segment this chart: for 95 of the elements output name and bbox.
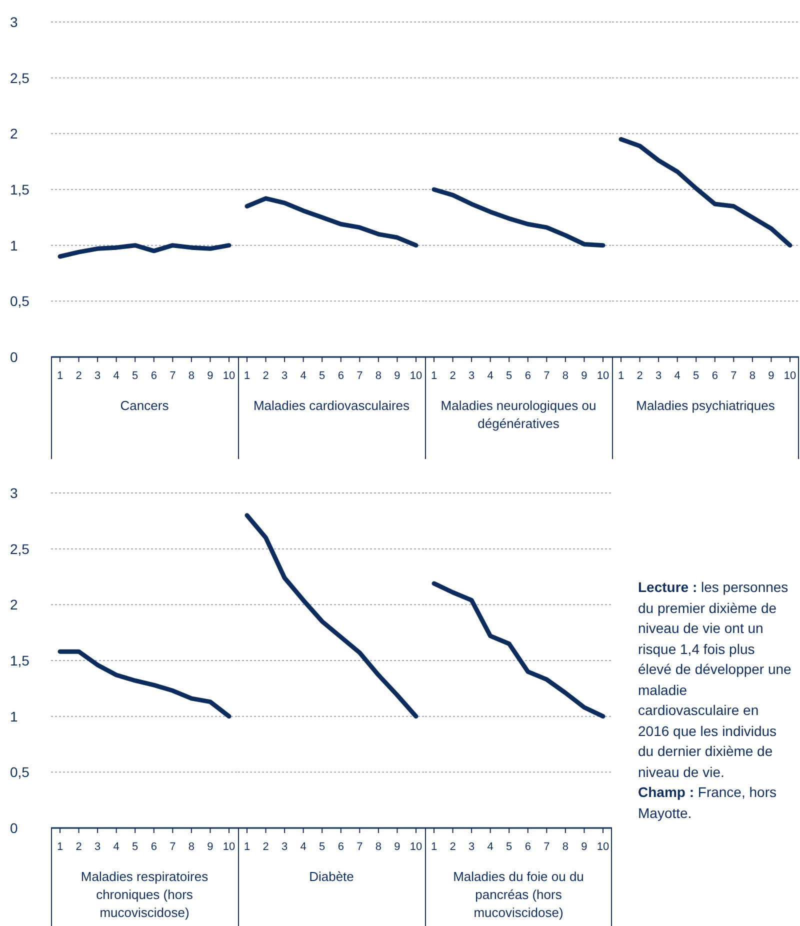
x-tick-label: 3 [94,840,101,853]
x-tick-label: 2 [76,840,82,853]
x-tick-label: 6 [150,840,157,853]
x-tick-label: 5 [506,840,512,853]
line-series [58,243,232,259]
x-tick-label: 9 [207,840,214,853]
x-tick-label: 8 [375,370,382,382]
y-tick-label: 1 [10,708,18,724]
x-tick-label: 1 [430,370,438,382]
x-tick-label: 10 [596,840,610,853]
x-tick-label: 7 [356,840,363,853]
x-tick-label: 6 [524,840,531,853]
x-tick-label: 9 [394,840,400,853]
x-tick-label: 5 [506,370,512,382]
x-tick-label: 9 [768,370,774,382]
x-tick-label: 4 [300,370,306,382]
x-tick-label: 7 [730,370,737,382]
x-tick-label: 3 [468,370,475,382]
x-tick-label: 10 [596,370,610,382]
text: Lecture : les personnes du premier dixième de niveau de vie ont un risque 1,4 fois plus élevé de développer une maladie cardiovasculaire en 2016 que les individus du dernier dixième de niveau de vie. [638,579,792,780]
x-tick-label: 10 [222,840,236,853]
x-tick-label: 1 [244,370,250,382]
x-tick-label: 7 [170,840,176,853]
x-tick-label: 10 [784,370,796,382]
x-tick-label: 2 [450,370,456,382]
x-tick-label: 6 [150,370,157,382]
x-tick-label: 6 [712,370,718,382]
x-tick-label: 6 [524,370,531,382]
x-tick-label: 3 [655,370,662,382]
y-tick-label: 3 [10,14,18,30]
x-tick-label: 2 [262,840,269,853]
x-tick-label: 8 [562,370,569,382]
x-tick-label: 1 [618,370,624,382]
x-tick-label: 8 [375,840,382,853]
text: Champ : France, hors Mayotte. [638,783,778,823]
x-tick-label: 9 [581,370,588,382]
x-axis-title: Diabète [308,868,355,886]
x-tick-label: 10 [410,840,422,853]
x-axis-title: Maladies psychiatriques [635,397,776,415]
x-tick-label: 5 [132,840,138,853]
x-tick-label: 3 [94,370,101,382]
x-tick-label: 2 [450,840,456,853]
x-tick-label: 3 [281,370,288,382]
line-series [58,649,232,719]
x-tick-label: 1 [56,370,64,382]
y-tick-label: 2,5 [10,540,30,557]
x-tick-label: 4 [487,370,494,382]
y-tick-label: 2 [10,126,18,142]
x-tick-label: 2 [262,370,269,382]
x-tick-label: 3 [281,840,288,853]
x-axis-title: Maladies du foie ou du pancréas (hors mucoviscidose) [452,868,585,922]
y-tick-label: 0 [10,348,18,365]
x-tick-label: 8 [188,840,195,853]
x-tick-label: 9 [207,370,214,382]
x-tick-label: 4 [113,370,120,382]
x-axis-title: Maladies neurologiques ou dégénératives [440,397,598,433]
x-tick-label: 7 [170,370,176,382]
y-tick-label: 0 [10,820,18,836]
x-tick-label: 9 [581,840,588,853]
x-tick-label: 5 [693,370,700,382]
x-tick-label: 5 [132,370,138,382]
x-axis-title: Cancers [119,397,170,415]
x-tick-label: 1 [244,840,250,853]
y-tick-label: 0,5 [10,764,30,780]
y-tick-label: 3 [10,484,18,501]
x-tick-label: 4 [300,840,306,853]
x-tick-label: 8 [749,370,756,382]
y-tick-label: 2,5 [10,70,30,86]
x-tick-label: 2 [76,370,82,382]
x-tick-label: 4 [674,370,680,382]
x-tick-label: 4 [113,840,120,853]
x-tick-label: 10 [410,370,422,382]
x-tick-label: 7 [544,840,550,853]
x-tick-label: 2 [636,370,643,382]
x-tick-label: 4 [487,840,494,853]
x-tick-label: 7 [356,370,363,382]
x-tick-label: 3 [468,840,475,853]
x-tick-label: 5 [319,370,326,382]
x-tick-label: 7 [544,370,550,382]
x-tick-label: 9 [394,370,400,382]
x-tick-label: 8 [562,840,569,853]
y-tick-label: 1,5 [10,652,30,668]
x-tick-label: 1 [56,840,64,853]
x-tick-label: 5 [319,840,326,853]
x-tick-label: 6 [338,370,344,382]
x-axis-title: Maladies respiratoires chroniques (hors mucoviscidose) [80,868,210,922]
y-tick-label: 2 [10,596,18,613]
x-tick-label: 8 [188,370,195,382]
x-tick-label: 6 [338,840,344,853]
x-tick-label: 1 [430,840,438,853]
y-tick-label: 1 [10,237,18,254]
x-tick-label: 10 [222,370,236,382]
y-tick-label: 1,5 [10,181,30,198]
y-tick-label: 0,5 [10,293,30,310]
x-axis-title: Maladies cardiovasculaires [252,397,411,415]
